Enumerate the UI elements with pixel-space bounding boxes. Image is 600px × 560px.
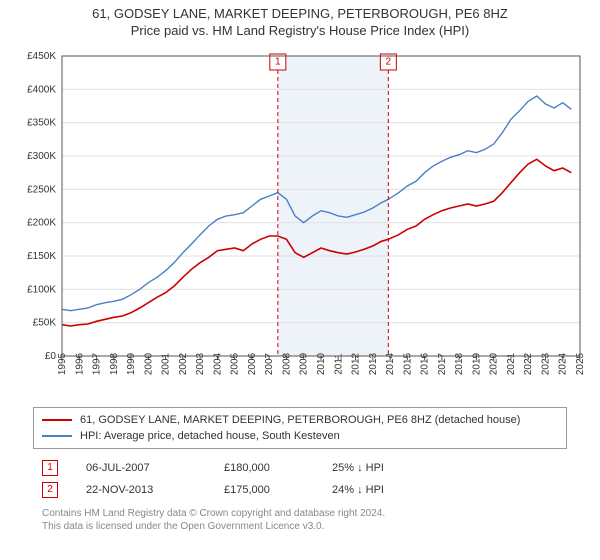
legend-box: 61, GODSEY LANE, MARKET DEEPING, PETERBO… (33, 407, 567, 449)
footnote-line2: This data is licensed under the Open Gov… (42, 520, 558, 533)
legend-swatch (42, 419, 72, 421)
legend-swatch (42, 435, 72, 437)
footnote: Contains HM Land Registry data © Crown c… (42, 507, 558, 533)
svg-text:£200K: £200K (27, 218, 56, 229)
svg-text:£100K: £100K (27, 284, 56, 295)
marker-badge: 1 (42, 460, 58, 476)
marker-badge: 2 (42, 482, 58, 498)
chart-container: £0 £50K £100K £150K £200K £250K £300K £350K £400… (10, 46, 590, 401)
legend-text: 61, GODSEY LANE, MARKET DEEPING, PETERBO… (80, 412, 520, 428)
svg-text:£250K: £250K (27, 184, 56, 195)
footnote-line1: Contains HM Land Registry data © Crown c… (42, 507, 558, 520)
svg-text:£300K: £300K (27, 151, 56, 162)
marker-diff: 24% ↓ HPI (332, 479, 442, 501)
chart-title-line1: 61, GODSEY LANE, MARKET DEEPING, PETERBO… (0, 6, 600, 21)
svg-text:£350K: £350K (27, 118, 56, 129)
svg-text:£450K: £450K (27, 51, 56, 62)
legend-row-0: 61, GODSEY LANE, MARKET DEEPING, PETERBO… (42, 412, 558, 428)
marker-price: £180,000 (224, 457, 304, 479)
svg-text:2: 2 (386, 57, 392, 68)
svg-text:£150K: £150K (27, 251, 56, 262)
marker-date: 06-JUL-2007 (86, 457, 196, 479)
chart-title-line2: Price paid vs. HM Land Registry's House … (0, 23, 600, 38)
marker-row-1: 1 06-JUL-2007 £180,000 25% ↓ HPI (42, 457, 558, 479)
svg-text:£50K: £50K (33, 318, 57, 329)
marker-price: £175,000 (224, 479, 304, 501)
marker-date: 22-NOV-2013 (86, 479, 196, 501)
marker-diff: 25% ↓ HPI (332, 457, 442, 479)
legend-text: HPI: Average price, detached house, Sout… (80, 428, 340, 444)
marker-row-2: 2 22-NOV-2013 £175,000 24% ↓ HPI (42, 479, 558, 501)
svg-text:£400K: £400K (27, 84, 56, 95)
svg-text:1: 1 (275, 57, 281, 68)
svg-text:£0: £0 (45, 351, 57, 362)
marker-table: 1 06-JUL-2007 £180,000 25% ↓ HPI 2 22-NOV-201… (42, 457, 558, 501)
legend-row-1: HPI: Average price, detached house, Sout… (42, 428, 558, 444)
price-chart: £0 £50K £100K £150K £200K £250K £300K £350K £400… (10, 46, 590, 401)
